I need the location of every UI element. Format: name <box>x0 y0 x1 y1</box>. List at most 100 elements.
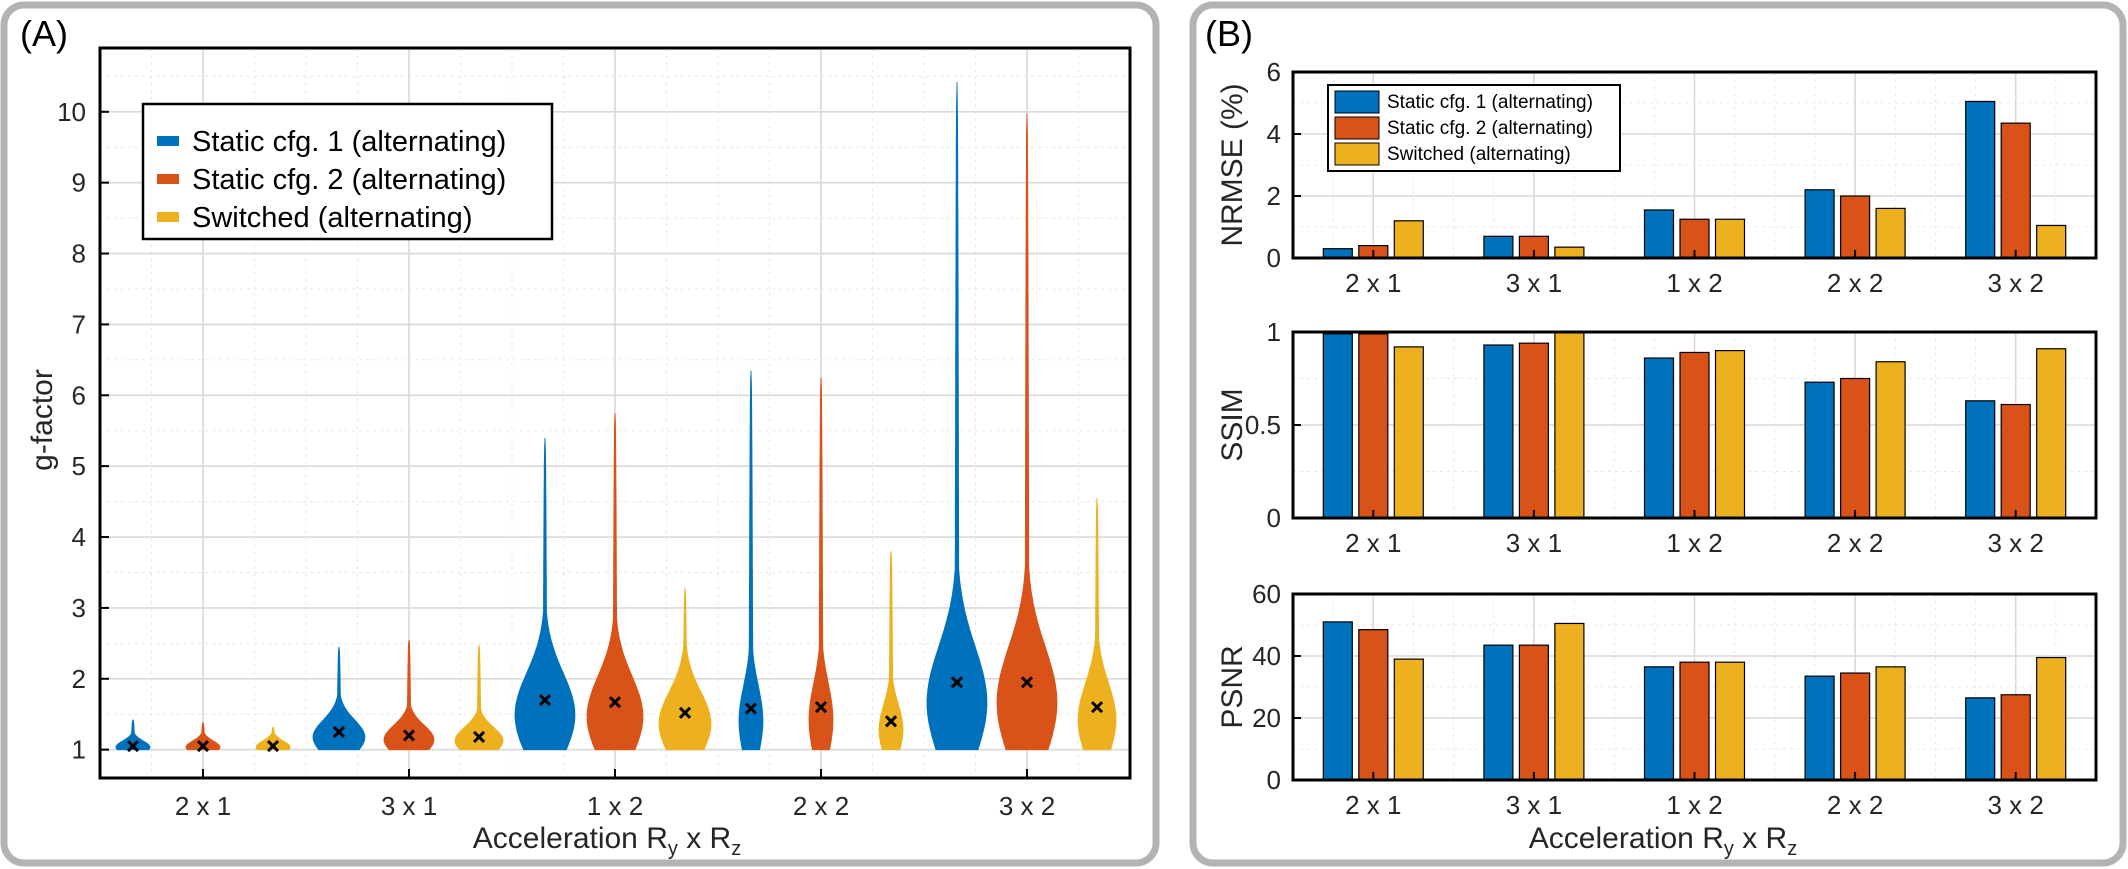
violin <box>658 588 712 751</box>
bar <box>1875 207 1906 259</box>
legend-entry: Static cfg. 1 (alternating) <box>1387 92 1593 113</box>
ytick-label: 0.5 <box>1245 410 1281 440</box>
xtick-label: 2 x 1 <box>1345 528 1401 558</box>
bar <box>1358 333 1389 519</box>
xtick-label: 2 x 1 <box>1345 790 1401 820</box>
bar <box>1839 195 1871 259</box>
ytick-label: 0 <box>1267 243 1281 273</box>
mean-marker <box>608 696 622 709</box>
bar <box>1679 218 1710 259</box>
ytick-label: 3 <box>72 593 86 623</box>
legend-box <box>141 102 554 241</box>
psnr-bar-axes: 0 20 40 60 2 x 1 3 x 1 1 x 2 2 x 2 3 x 2 PSNR <box>1216 579 2098 820</box>
xtick-label: 3 x 2 <box>1988 528 2044 558</box>
bar <box>1679 661 1710 781</box>
bar <box>1875 666 1906 781</box>
xtick-label: 3 x 1 <box>381 791 437 821</box>
ytick-label: 0 <box>1267 503 1281 533</box>
violin-plot-axes: 1 2 3 4 5 6 7 8 9 10 2 x 1 3 x 1 1 x 2 2 x 2 3 x 2 Stat… <box>57 46 1132 821</box>
ytick-label: 60 <box>1252 579 1281 609</box>
panel-a-label: (A) <box>20 13 68 54</box>
ytick-label: 0 <box>1267 765 1281 795</box>
bar <box>1965 400 1996 519</box>
legend-swatch <box>157 212 179 222</box>
mean-marker <box>472 730 486 743</box>
mean-marker <box>1090 701 1104 714</box>
mean-marker <box>402 729 416 742</box>
bar <box>1714 661 1746 781</box>
bar <box>1393 658 1424 781</box>
bar <box>1679 351 1710 519</box>
mean-marker <box>814 701 828 714</box>
bar <box>1714 350 1746 519</box>
xtick-label: 2 x 1 <box>1345 268 1401 298</box>
bar <box>2036 348 2067 519</box>
legend-entry: Static cfg. 2 (alternating) <box>192 164 506 196</box>
bar <box>1483 235 1514 259</box>
bar <box>1714 218 1746 259</box>
bar <box>2000 122 2031 259</box>
ytick-label: 40 <box>1252 641 1281 671</box>
bar <box>2000 403 2031 519</box>
bar <box>1483 644 1514 781</box>
ytick-label: 1 <box>72 735 86 765</box>
legend-swatch <box>1334 90 1380 114</box>
bar <box>1965 697 1996 781</box>
xtick-label: 3 x 2 <box>999 791 1055 821</box>
violin <box>808 377 834 751</box>
bar <box>1839 672 1871 781</box>
violin <box>926 81 988 751</box>
bar <box>1554 331 1585 519</box>
xtick-label: 1 x 2 <box>1666 528 1722 558</box>
xtick-label: 3 x 2 <box>1988 268 2044 298</box>
xtick-label: 3 x 2 <box>1988 790 2044 820</box>
bar <box>1804 189 1835 259</box>
xtick-label: 3 x 1 <box>1506 790 1562 820</box>
ytick-label: 20 <box>1252 703 1281 733</box>
legend-entry: Switched (alternating) <box>1387 144 1571 165</box>
panel-a-xlabel: Acceleration Ry x Rz <box>473 822 741 860</box>
violin <box>115 719 151 751</box>
mean-marker <box>950 676 964 689</box>
bar <box>1875 361 1906 519</box>
panel-b-xlabel: Acceleration Ry x Rz <box>1529 822 1797 860</box>
ylabel: SSIM <box>1216 388 1249 461</box>
bar <box>1358 629 1389 781</box>
violin <box>383 639 435 751</box>
mean-marker <box>884 715 898 728</box>
ytick-label: 2 <box>72 664 86 694</box>
ytick-label: 5 <box>72 451 86 481</box>
bar <box>1322 621 1353 781</box>
ylabel: PSNR <box>1216 645 1249 728</box>
xtick-label: 2 x 1 <box>175 791 231 821</box>
xtick-label: 3 x 1 <box>1506 268 1562 298</box>
ylabel: NRMSE (%) <box>1216 83 1249 246</box>
legend-entry: Static cfg. 1 (alternating) <box>192 126 506 158</box>
ytick-label: 4 <box>72 522 86 552</box>
legend-swatch <box>1334 116 1380 140</box>
ytick-label: 2 <box>1267 181 1281 211</box>
mean-marker <box>744 702 758 715</box>
bar <box>2036 656 2067 781</box>
mean-marker <box>196 740 210 753</box>
legend-swatch <box>157 136 179 146</box>
nrmse-bar-axes: 0 2 4 6 2 x 1 3 x 1 1 x 2 2 x 2 3 x 2 NRMSE (%) St… <box>1216 57 2098 298</box>
bar <box>1393 220 1424 259</box>
bar <box>1804 381 1835 519</box>
mean-marker <box>1020 676 1034 689</box>
violin <box>312 646 366 751</box>
xtick-label: 1 x 2 <box>587 791 643 821</box>
ytick-label: 7 <box>72 309 86 339</box>
bar <box>1804 675 1835 781</box>
legend-entry: Static cfg. 2 (alternating) <box>1387 118 1593 139</box>
mean-marker <box>678 706 692 719</box>
ytick-label: 10 <box>57 97 86 127</box>
panel-a-ylabel: g-factor <box>26 369 59 471</box>
violin <box>738 370 764 751</box>
ssim-bar-axes: 0 0.5 1 2 x 1 3 x 1 1 x 2 2 x 2 3 x 2 SSIM <box>1216 317 2098 558</box>
bar <box>1839 377 1871 519</box>
bar <box>1643 666 1675 781</box>
bar <box>2036 224 2067 259</box>
bar <box>1643 357 1675 519</box>
